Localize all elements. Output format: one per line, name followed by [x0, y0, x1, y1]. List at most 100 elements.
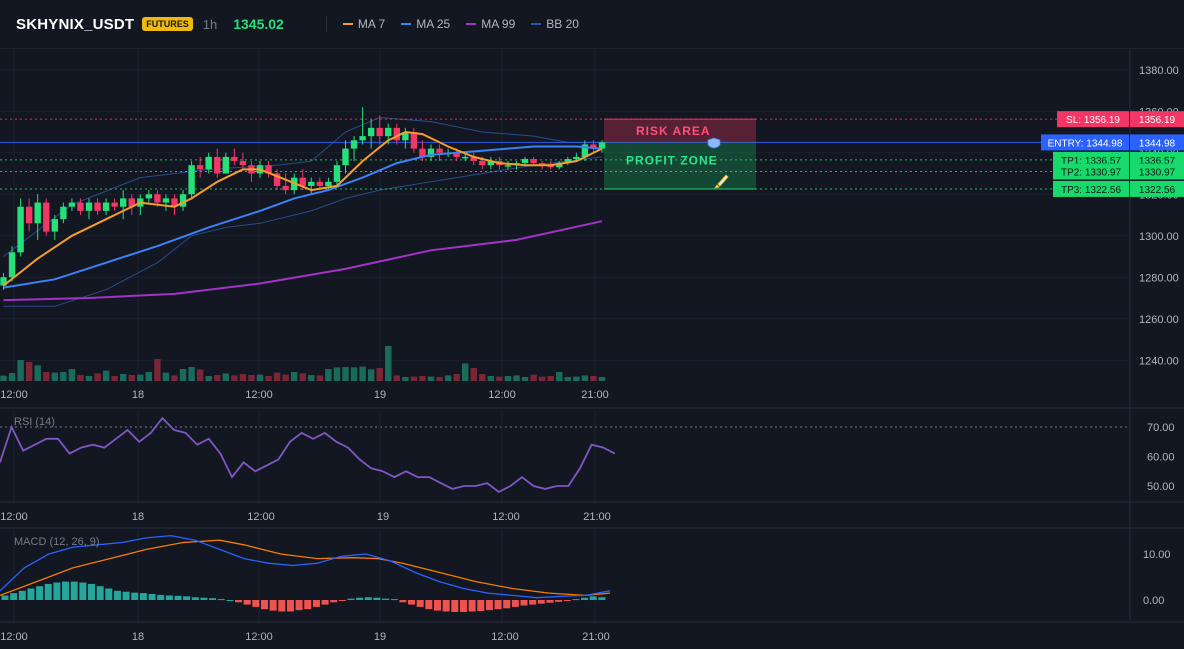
- time-tick-label: 12:00: [0, 511, 28, 523]
- candle-body: [273, 173, 281, 186]
- legend-swatch: [466, 23, 477, 25]
- volume-bar: [34, 365, 41, 381]
- volume-bar: [17, 360, 24, 381]
- macd-histogram-bar: [53, 582, 61, 600]
- volume-bar: [513, 375, 520, 381]
- macd-histogram-bar: [563, 600, 571, 601]
- volume-bar: [0, 375, 7, 381]
- candle-body: [299, 177, 306, 186]
- candle-body: [590, 144, 597, 149]
- time-tick-label: 18: [132, 389, 144, 401]
- volume-bar: [102, 370, 110, 381]
- volume-bar: [265, 376, 272, 381]
- candle-body: [308, 181, 315, 186]
- rsi-line: [0, 416, 616, 493]
- timeframe-label[interactable]: 1h: [202, 16, 218, 32]
- legend-label: BB 20: [546, 17, 579, 31]
- macd-histogram-bar: [200, 597, 208, 600]
- volume-bar: [453, 374, 460, 381]
- macd-histogram-bar: [79, 582, 87, 600]
- legend-swatch: [531, 23, 542, 25]
- candle-body: [111, 202, 118, 207]
- axis-price-tag-label: 1336.57: [1139, 156, 1176, 167]
- macd-histogram-bar: [70, 581, 78, 600]
- volume-bar: [308, 375, 315, 381]
- volume-bar: [179, 369, 187, 381]
- candle-body: [342, 148, 349, 166]
- macd-histogram-bar: [529, 600, 537, 605]
- volume-bar: [196, 369, 204, 381]
- rsi-tick-label: 70.00: [1147, 422, 1175, 434]
- candle-body: [521, 158, 529, 164]
- volume-bar: [188, 367, 195, 381]
- macd-histogram-bar: [122, 591, 130, 600]
- price-tick-label: 1300.00: [1139, 231, 1179, 243]
- rocket-icon: [714, 174, 729, 189]
- legend-ma25[interactable]: MA 25: [401, 17, 450, 31]
- level-tag-label: TP2: 1330.97: [1061, 167, 1121, 178]
- candle-body: [34, 202, 41, 224]
- candle-body: [265, 165, 272, 174]
- volume-bar: [111, 376, 118, 381]
- symbol-name[interactable]: SKHYNIX_USDT: [16, 15, 135, 33]
- candle-body: [8, 252, 16, 278]
- time-tick-label: 12:00: [0, 389, 28, 401]
- macd-histogram-bar: [425, 600, 433, 610]
- macd-histogram-bar: [62, 581, 70, 600]
- volume-bar: [43, 372, 50, 381]
- rsi-tick-label: 60.00: [1147, 452, 1175, 464]
- macd-histogram-bar: [165, 595, 173, 600]
- macd-histogram-bar: [416, 600, 424, 607]
- macd-histogram-bar: [252, 600, 260, 607]
- level-tag-label: ENTRY: 1344.98: [1048, 138, 1123, 149]
- candle-body: [325, 181, 332, 186]
- volume-bar: [359, 366, 366, 381]
- macd-histogram-bar: [330, 600, 338, 603]
- legend-swatch: [401, 23, 412, 25]
- candle-body: [376, 127, 383, 137]
- indicator-legend: MA 7 MA 25 MA 99 BB 20: [342, 17, 595, 31]
- legend-ma7[interactable]: MA 7: [342, 17, 386, 31]
- macd-histogram-bar: [555, 600, 563, 602]
- macd-histogram-bar: [390, 599, 398, 601]
- volume-bar: [68, 369, 76, 381]
- volume-bar: [162, 372, 170, 381]
- macd-histogram-bar: [598, 597, 606, 600]
- macd-histogram-bar: [503, 600, 511, 609]
- macd-tick-label: 0.00: [1143, 595, 1164, 607]
- macd-histogram-bar: [520, 600, 528, 606]
- macd-tick-label: 10.00: [1143, 549, 1171, 561]
- macd-histogram-bar: [304, 600, 312, 610]
- macd-histogram-bar: [572, 599, 580, 601]
- macd-histogram-bar: [589, 596, 597, 600]
- volume-bar: [239, 374, 247, 381]
- legend-label: MA 7: [357, 17, 386, 31]
- candle-body: [154, 194, 161, 203]
- volume-bar: [325, 369, 332, 381]
- macd-histogram-bar: [96, 586, 104, 600]
- macd-histogram-bar: [286, 600, 294, 612]
- macd-histogram-bar: [477, 600, 485, 612]
- legend-bb20[interactable]: BB 20: [531, 17, 579, 31]
- futures-badge: FUTURES: [142, 17, 193, 31]
- candle-body: [222, 156, 229, 174]
- time-tick-label: 21:00: [583, 511, 611, 523]
- level-tag-bg: [1053, 180, 1129, 197]
- macd-histogram-bar: [356, 597, 364, 600]
- candle-body: [43, 202, 50, 232]
- macd-histogram-bar: [581, 597, 589, 600]
- axis-price-tag-bg: [1130, 134, 1184, 151]
- volume-bar: [436, 377, 443, 381]
- axis-price-tag-label: 1322.56: [1139, 185, 1176, 196]
- macd-histogram-bar: [209, 598, 217, 600]
- volume-bar: [573, 376, 580, 381]
- price-tick-label: 1380.00: [1139, 65, 1179, 77]
- shield-icon: [707, 137, 721, 149]
- volume-bar: [556, 372, 563, 381]
- legend-ma99[interactable]: MA 99: [466, 17, 515, 31]
- volume-bar: [231, 375, 238, 381]
- time-tick-label: 12:00: [245, 631, 273, 643]
- volume-bar: [376, 368, 383, 381]
- candle-body: [453, 152, 460, 157]
